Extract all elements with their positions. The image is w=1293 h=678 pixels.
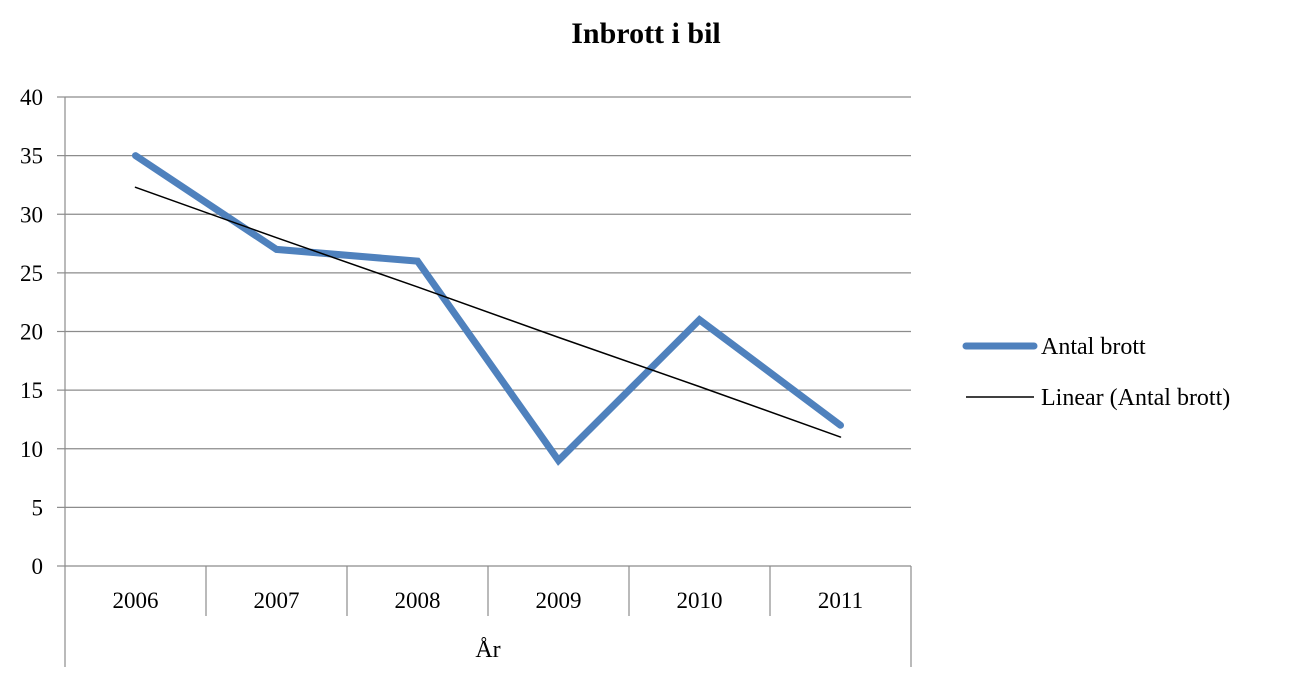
axes: [57, 96, 912, 667]
x-axis-ticks: 2006 2007 2008 2009 2010 2011: [113, 588, 864, 613]
series-group: [132, 152, 844, 466]
y-tick-label: 20: [20, 320, 43, 345]
x-axis-label: År: [475, 637, 500, 663]
legend: Antal brott Linear (Antal brott): [962, 334, 1230, 411]
y-axis-ticks: 0 5 10 15 20 25 30 35 40: [20, 85, 43, 579]
x-tick-label: 2009: [536, 588, 582, 613]
y-tick-label: 35: [20, 144, 43, 169]
y-tick-label: 5: [32, 495, 44, 520]
x-tick-label: 2008: [395, 588, 441, 613]
y-tick-label: 40: [20, 85, 43, 110]
y-tick-label: 30: [20, 202, 43, 227]
y-tick-label: 0: [32, 554, 44, 579]
x-tick-label: 2010: [677, 588, 723, 613]
y-tick-label: 10: [20, 437, 43, 462]
x-tick-label: 2006: [113, 588, 159, 613]
trendline: [134, 186, 842, 438]
x-tick-label: 2011: [818, 588, 863, 613]
y-tick-label: 15: [20, 378, 43, 403]
series-line: [132, 152, 844, 466]
legend-label: Antal brott: [1041, 334, 1146, 360]
legend-label: Linear (Antal brott): [1041, 385, 1230, 411]
x-tick-label: 2007: [254, 588, 300, 613]
gridlines: [65, 96, 911, 508]
y-tick-label: 25: [20, 261, 43, 286]
chart-title: Inbrott i bil: [571, 17, 721, 50]
